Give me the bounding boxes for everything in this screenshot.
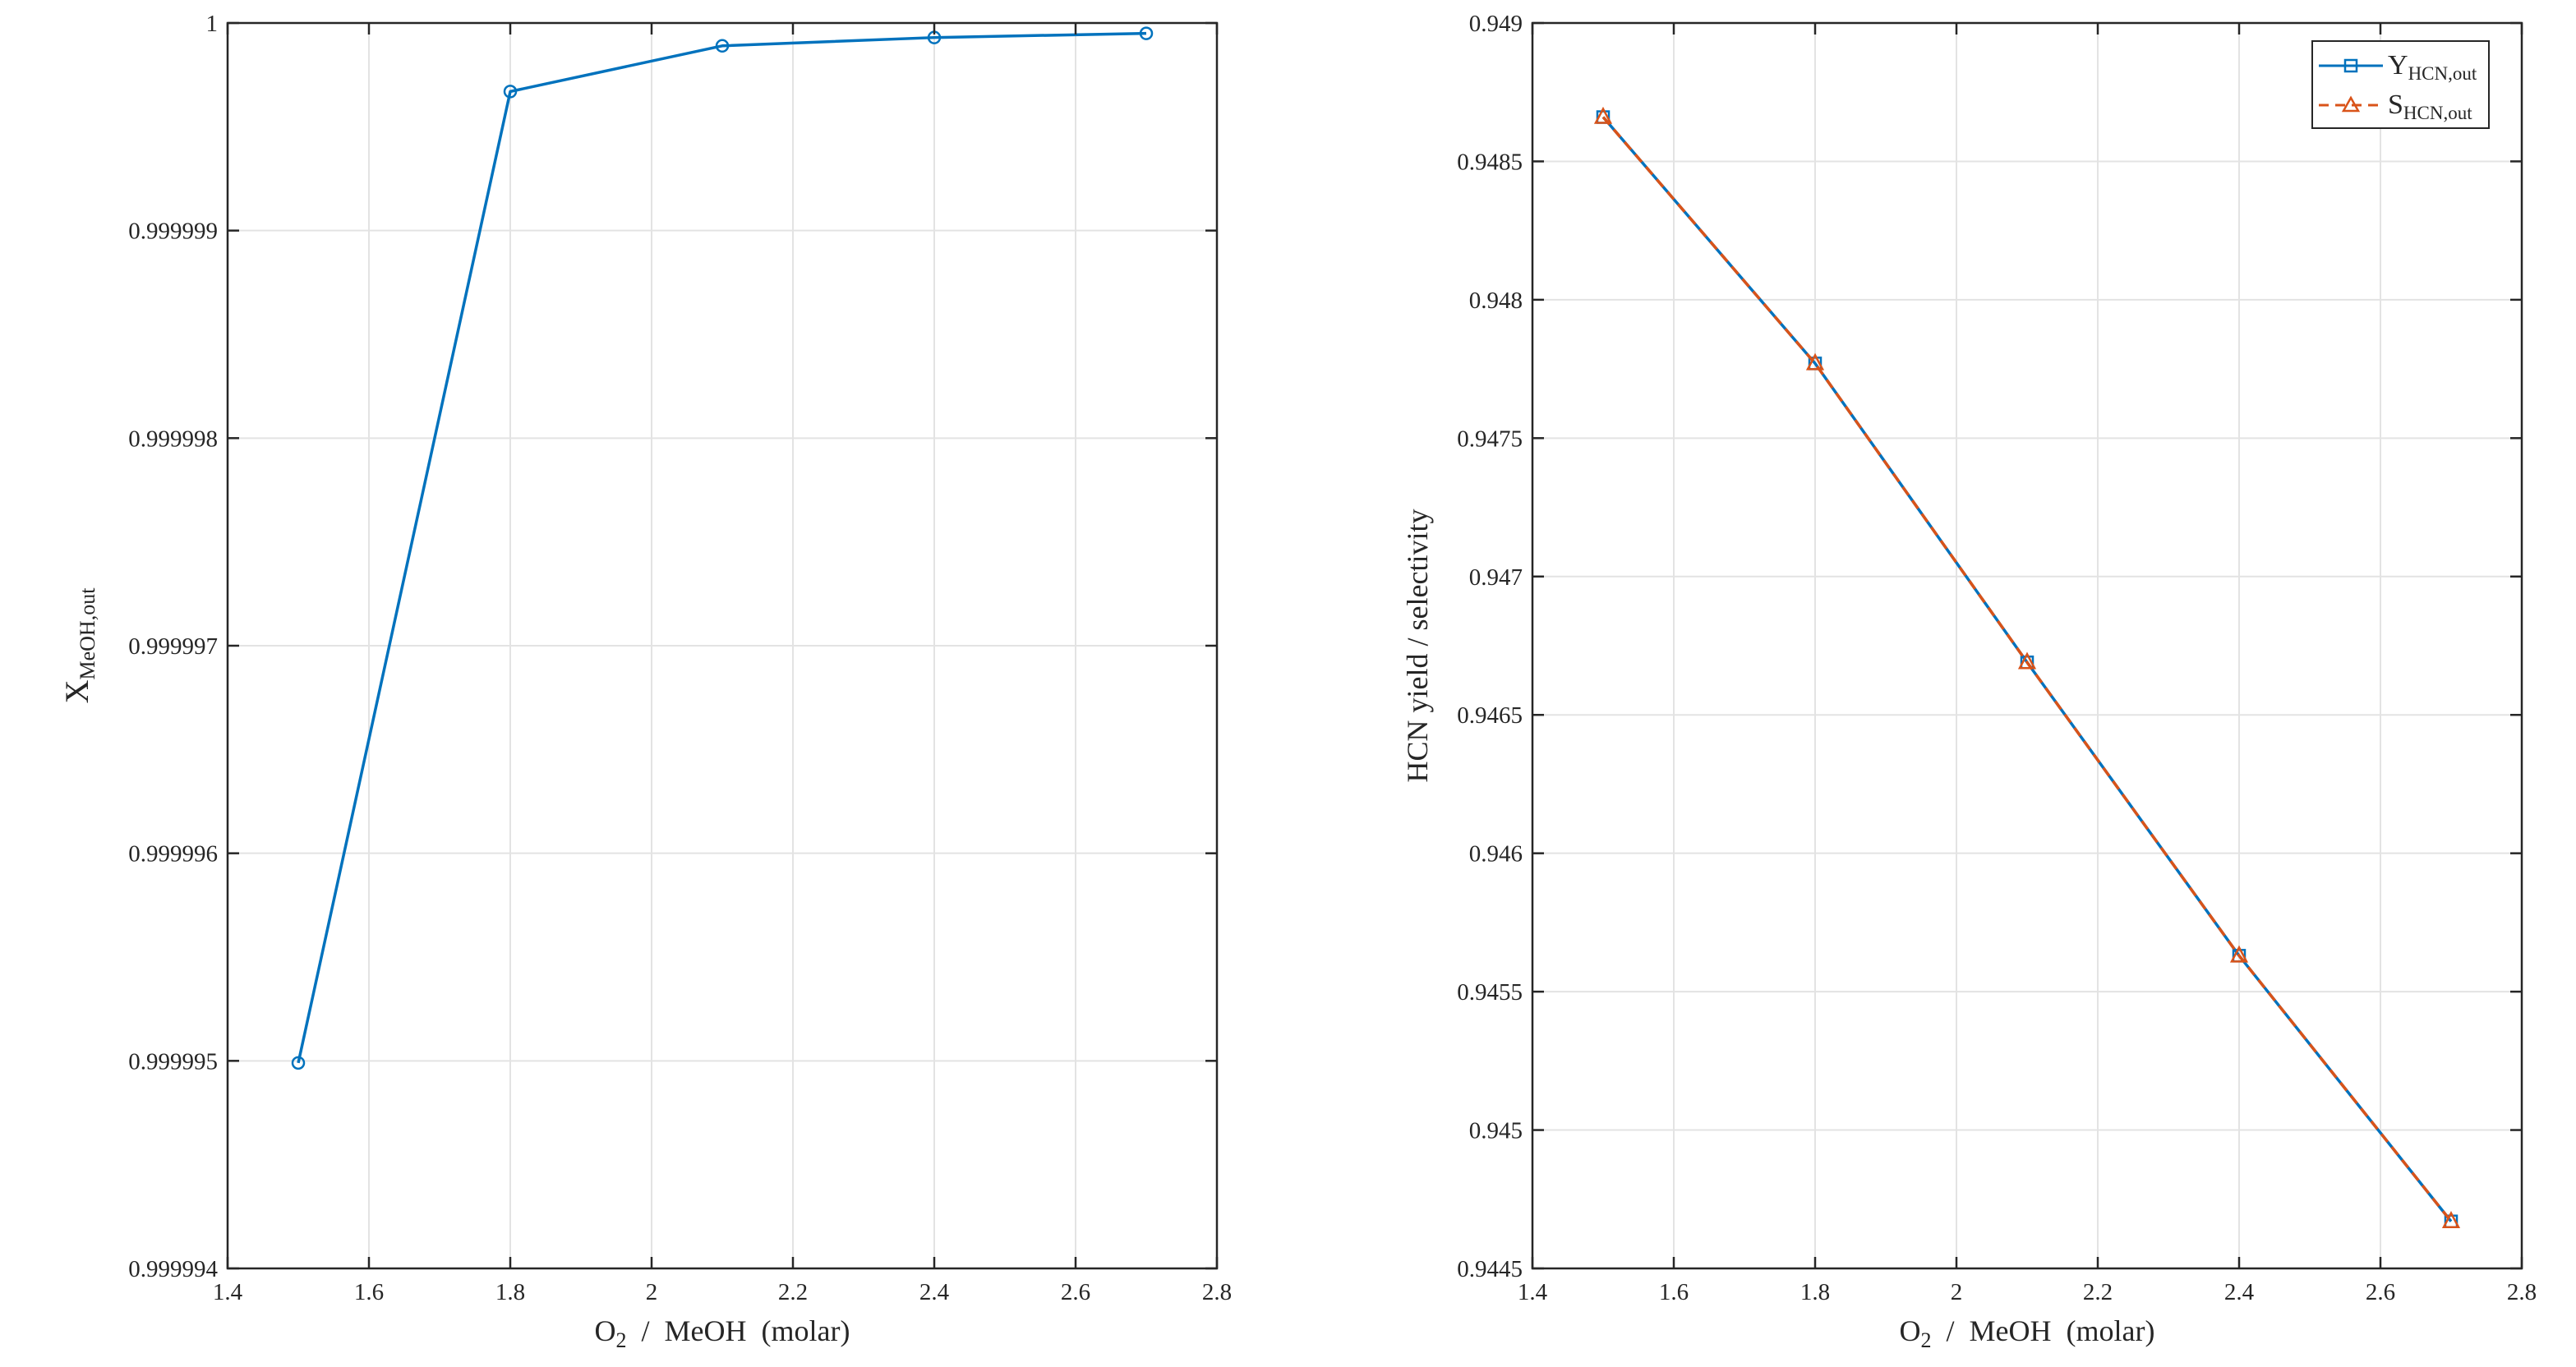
tick-marks bbox=[226, 21, 1219, 1270]
x-axis-label: O2 / MeOH (molar) bbox=[1900, 1314, 2155, 1352]
series-layer bbox=[1593, 106, 2461, 1228]
x-axis-label-main: O bbox=[1900, 1314, 1921, 1347]
data-point-circle bbox=[715, 39, 730, 53]
legend-entry-yield: YHCN,out bbox=[2319, 50, 2477, 84]
data-point-triangle bbox=[2441, 1211, 2461, 1228]
x-axis-label-tail: / MeOH (molar) bbox=[1932, 1314, 2155, 1347]
y-tick-label: 0.999997 bbox=[128, 633, 218, 660]
legend-label-yield-subscript: HCN,out bbox=[2408, 63, 2477, 84]
legend-marker-square bbox=[2343, 58, 2358, 73]
data-point-triangle bbox=[1805, 352, 1825, 371]
data-point-circle bbox=[1139, 26, 1154, 40]
data-point-triangle bbox=[1593, 106, 1613, 124]
y-tick-label: 0.949 bbox=[1469, 11, 1523, 37]
x-tick-label: 1.8 bbox=[495, 1279, 525, 1305]
y-axis-label-main: X bbox=[58, 679, 95, 703]
y-tick-label: 0.945 bbox=[1469, 1118, 1523, 1144]
series-line bbox=[297, 31, 1147, 1064]
legend-box bbox=[2311, 40, 2490, 129]
x-tick-label: 2.4 bbox=[919, 1279, 950, 1305]
x-axis-label-main: O bbox=[595, 1314, 616, 1347]
data-point-circle bbox=[291, 1056, 306, 1070]
y-tick-label: 0.9445 bbox=[1457, 1256, 1523, 1282]
x-axis-label-tail: / MeOH (molar) bbox=[627, 1314, 850, 1347]
series-line bbox=[1601, 116, 2453, 1222]
x-tick-label: 2.4 bbox=[2224, 1279, 2255, 1305]
y-tick-label: 0.947 bbox=[1469, 564, 1523, 591]
x-tick-labels: 1.4 1.6 1.8 2 2.2 2.4 2.6 2.8 bbox=[213, 1279, 1232, 1305]
plot-area-background bbox=[1532, 23, 2522, 1268]
x-tick-label: 2 bbox=[1951, 1279, 1963, 1305]
x-tick-label: 2.6 bbox=[2366, 1279, 2395, 1305]
axes-frame bbox=[1531, 21, 2523, 1270]
legend-label-yield: YHCN,out bbox=[2388, 50, 2477, 84]
x-tick-label: 1.4 bbox=[213, 1279, 243, 1305]
legend-marker-triangle bbox=[2341, 95, 2361, 113]
x-tick-label: 2.2 bbox=[2083, 1279, 2113, 1305]
y-axis-label: HCN yield / selectivity bbox=[1401, 509, 1434, 783]
x-tick-label: 2.8 bbox=[2507, 1279, 2537, 1305]
x-axis-label-subscript: 2 bbox=[1921, 1328, 1932, 1352]
x-tick-label: 2.2 bbox=[778, 1279, 808, 1305]
y-tick-label: 0.9455 bbox=[1457, 979, 1523, 1006]
y-tick-labels: 0.9445 0.945 0.9455 0.946 0.9465 0.947 0.9475 0… bbox=[1457, 11, 1523, 1282]
x-axis-label-subscript: 2 bbox=[616, 1328, 627, 1352]
legend-entry-selectivity: SHCN,out bbox=[2319, 90, 2472, 123]
x-tick-label: 2.8 bbox=[1202, 1279, 1232, 1305]
x-tick-label: 1.6 bbox=[1659, 1279, 1689, 1305]
y-tick-label: 0.999996 bbox=[128, 841, 218, 868]
y-tick-label: 0.999998 bbox=[128, 426, 218, 452]
x-tick-label: 1.4 bbox=[1518, 1279, 1548, 1305]
y-tick-labels: 0.999994 0.999995 0.999996 0.999997 0.999998… bbox=[128, 11, 218, 1282]
data-point-triangle bbox=[2017, 651, 2037, 670]
tick-marks bbox=[1531, 21, 2523, 1270]
x-tick-label: 1.6 bbox=[354, 1279, 384, 1305]
y-axis-label-subscript: MeOH,out bbox=[76, 587, 99, 680]
y-tick-label: 1 bbox=[206, 11, 219, 37]
data-point-circle bbox=[503, 85, 518, 99]
y-axis-label: XMeOH,out bbox=[58, 587, 99, 704]
x-tick-label: 1.8 bbox=[1800, 1279, 1830, 1305]
legend-label-selectivity: SHCN,out bbox=[2388, 90, 2472, 123]
y-tick-label: 0.999994 bbox=[128, 1256, 218, 1282]
y-tick-label: 0.999995 bbox=[128, 1048, 218, 1075]
y-tick-label: 0.9465 bbox=[1457, 702, 1523, 729]
y-tick-label: 0.948 bbox=[1469, 288, 1523, 314]
legend-label-selectivity-main: S bbox=[2388, 90, 2403, 120]
yield-selectivity-plot: 1.4 1.6 1.8 2 2.2 2.4 2.6 2.8 0.9445 0.945 0.9455… bbox=[1401, 11, 2537, 1352]
series-layer bbox=[291, 26, 1154, 1070]
x-tick-label: 2.6 bbox=[1061, 1279, 1090, 1305]
y-tick-label: 0.999999 bbox=[128, 219, 218, 245]
legend: YHCN,out SHCN,out bbox=[2311, 40, 2490, 129]
y-tick-label: 0.946 bbox=[1469, 841, 1523, 868]
y-tick-label: 0.9475 bbox=[1457, 426, 1523, 452]
conversion-plot: 1.4 1.6 1.8 2 2.2 2.4 2.6 2.8 0.9999940.9999950… bbox=[58, 11, 1232, 1352]
y-tick-label: 0.9485 bbox=[1457, 149, 1523, 175]
x-tick-label: 2 bbox=[646, 1279, 658, 1305]
x-tick-labels: 1.4 1.6 1.8 2 2.2 2.4 2.6 2.8 bbox=[1518, 1279, 2537, 1305]
legend-label-yield-main: Y bbox=[2388, 50, 2408, 81]
x-axis-label: O2 / MeOH (molar) bbox=[595, 1314, 850, 1352]
data-point-triangle bbox=[2229, 945, 2249, 963]
legend-label-selectivity-subscript: HCN,out bbox=[2403, 103, 2472, 123]
